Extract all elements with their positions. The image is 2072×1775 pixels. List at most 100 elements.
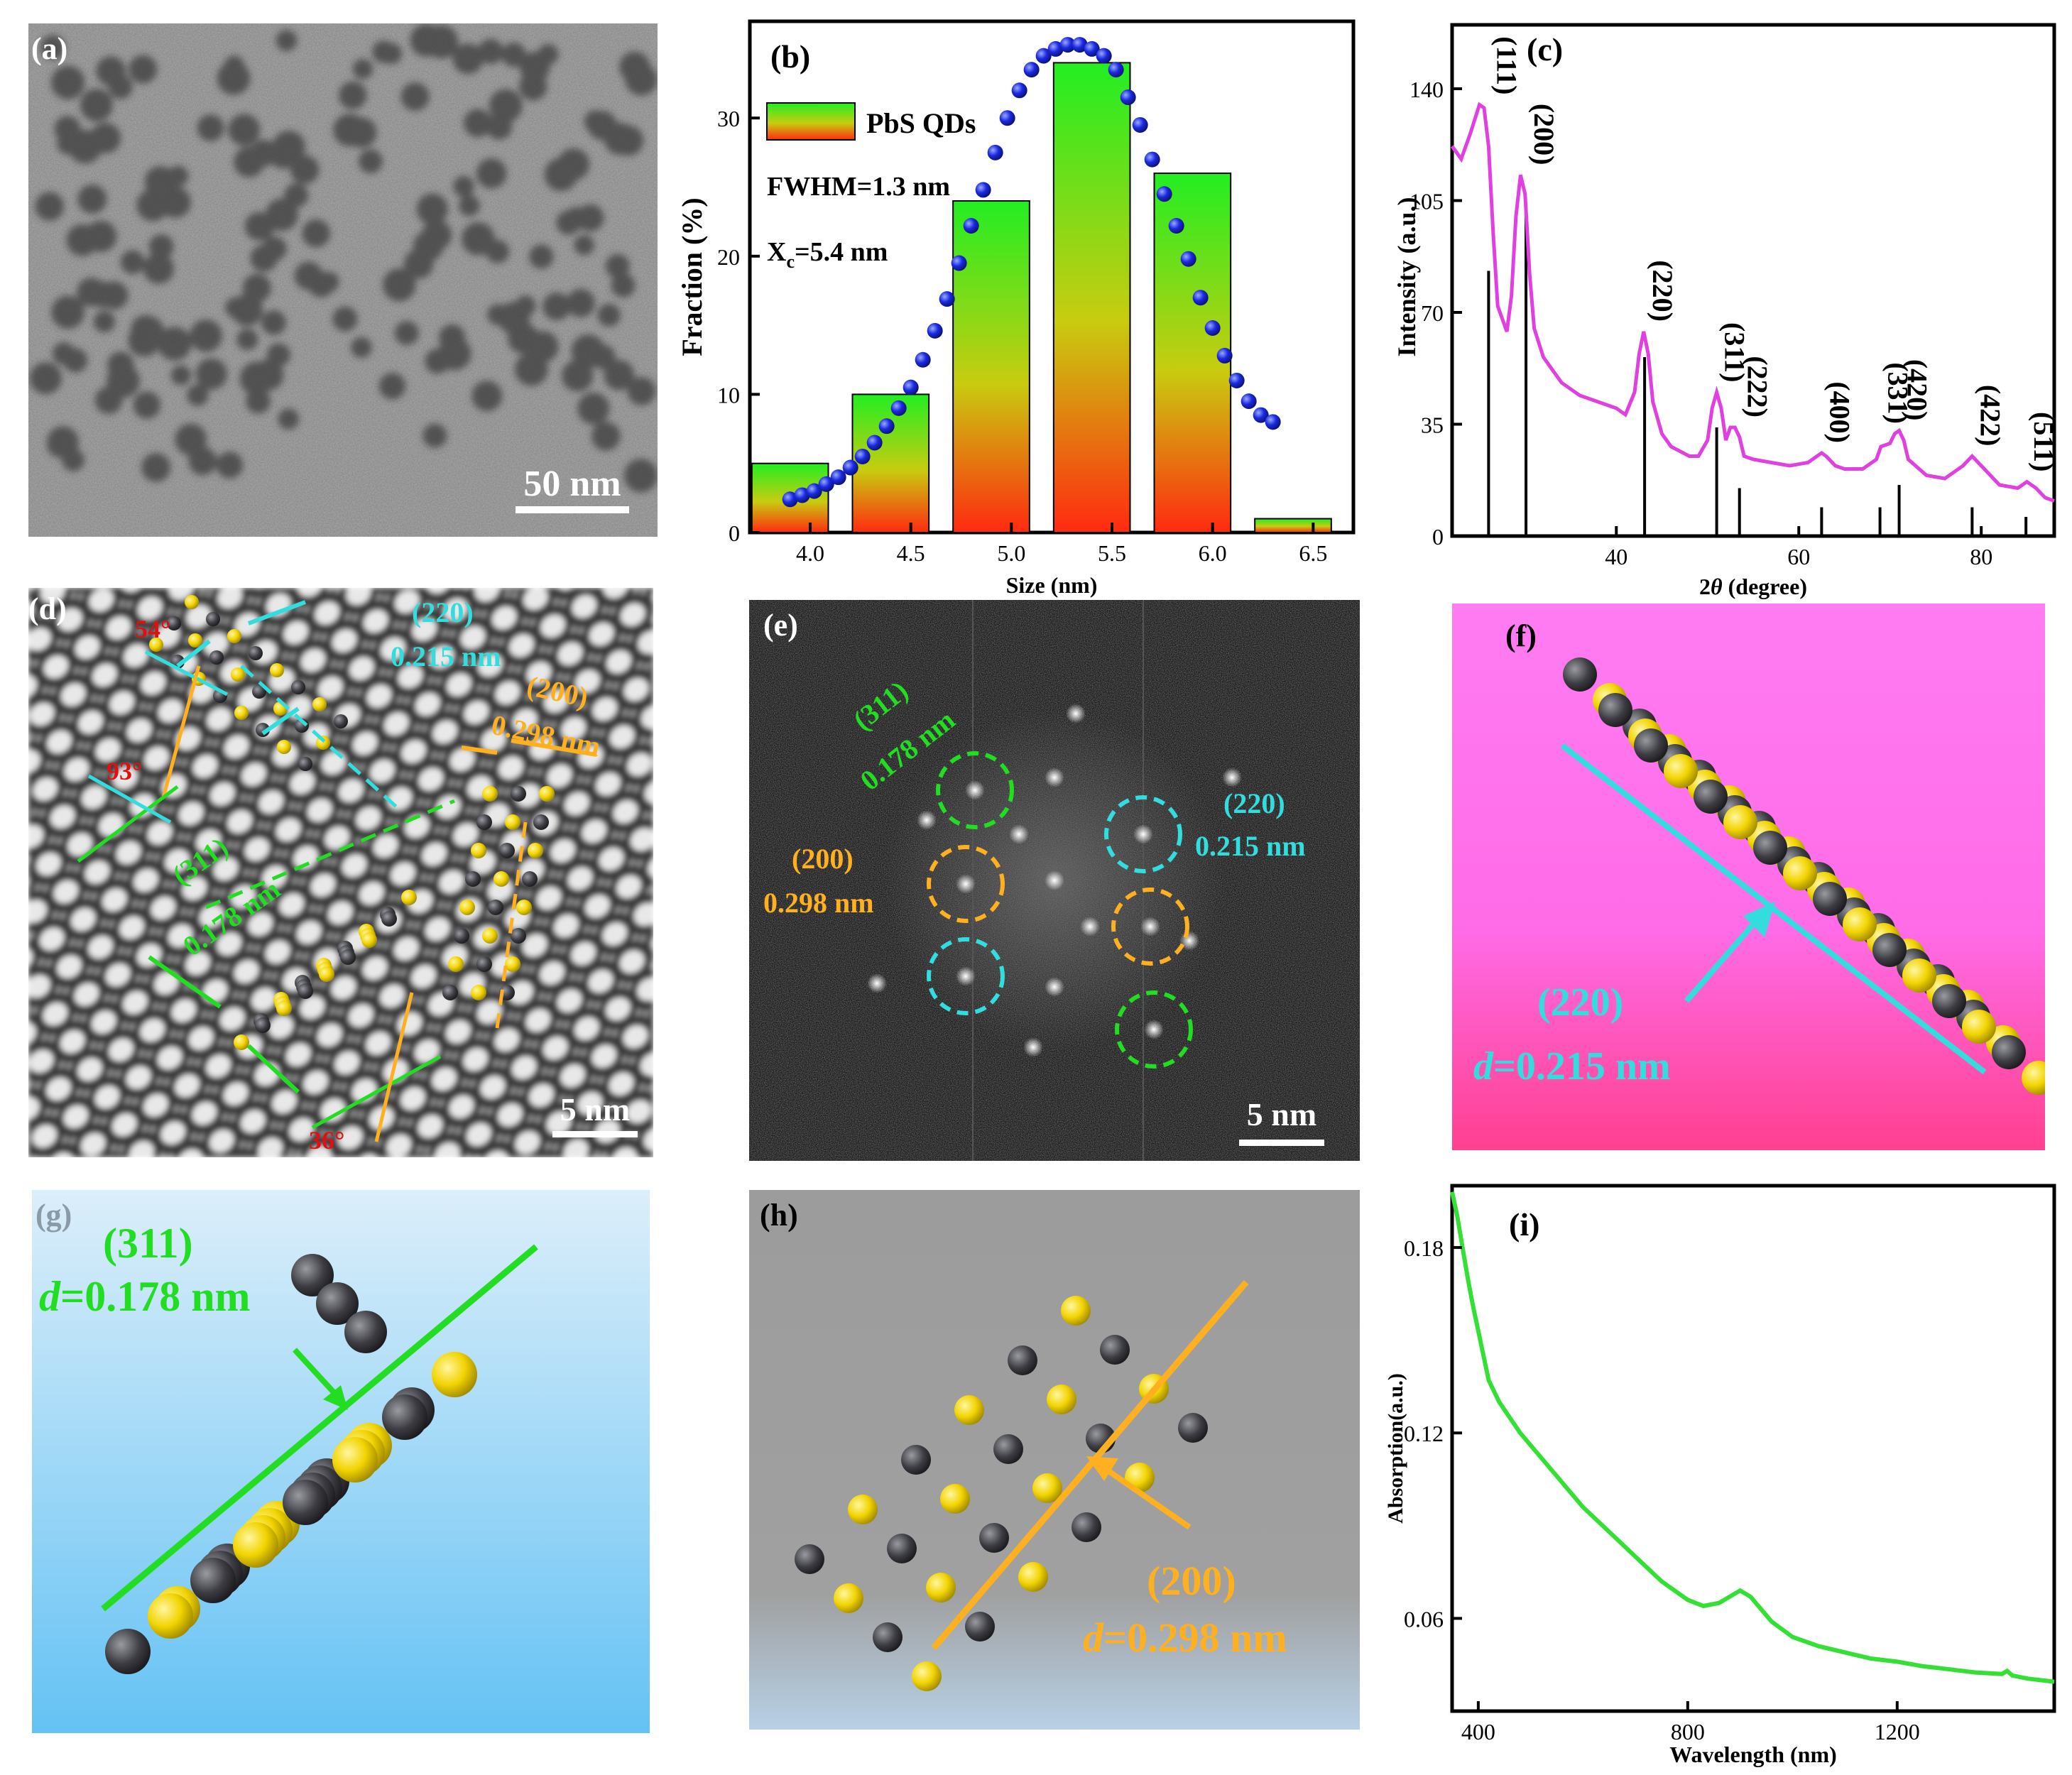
i-ytick-label-0: 0.06 — [1404, 1606, 1444, 1632]
d-angle-93: 93° — [107, 757, 142, 785]
panel-e-label: (e) — [763, 608, 798, 643]
scalebar-a-text: 50 nm — [523, 464, 621, 504]
b-xtick-label-4: 6.0 — [1199, 540, 1227, 566]
h-atom — [848, 1495, 878, 1524]
fit-point-12 — [927, 322, 943, 339]
c-ytick-label-4: 140 — [1409, 77, 1444, 102]
d3-atom — [276, 1000, 292, 1016]
fit-point-34 — [1192, 290, 1209, 306]
d2-atom — [442, 985, 458, 1000]
i-ytick-label-1: 0.12 — [1404, 1421, 1444, 1446]
h-atom — [926, 1573, 956, 1602]
c-ylabel: Intensity (a.u.) — [1392, 197, 1421, 356]
b-xtick-label-0: 4.0 — [796, 540, 824, 566]
fit-point-7 — [866, 435, 883, 451]
panel-e: (e) (311) 0.178 nm (200) 0.298 nm (220) … — [749, 600, 1360, 1161]
i-xlabel: Wavelength (nm) — [1669, 1742, 1837, 1767]
d-line-orange-1 — [161, 665, 201, 798]
fit-point-39 — [1253, 407, 1269, 423]
xc-annotation: Xc=5.4 nm — [767, 237, 888, 272]
d-line-cyan-2 — [240, 665, 399, 809]
h-atom — [1018, 1562, 1048, 1592]
c-xtick-label-2: 80 — [1970, 544, 1992, 569]
h-plane-line — [931, 1280, 1249, 1650]
histogram-bar-3 — [1052, 62, 1131, 534]
h-atom — [795, 1544, 824, 1574]
h-atom — [954, 1395, 984, 1425]
fwhm-annotation: FWHM=1.3 nm — [767, 172, 950, 202]
fft-spot-10 — [1045, 977, 1064, 997]
fft-spot-3 — [1133, 824, 1153, 844]
plot-frame-b — [748, 19, 1356, 535]
d1-atom — [277, 740, 291, 754]
i-xtick-label-2: 1200 — [1875, 1719, 1920, 1744]
fit-point-31 — [1156, 186, 1172, 202]
plot-frame-c — [1450, 23, 2056, 538]
ref-label-1: (200) — [1528, 104, 1560, 165]
g-arrowhead — [323, 1385, 348, 1410]
atom-rows-220 — [1563, 657, 2045, 1095]
g-atom — [432, 1352, 477, 1397]
d2-atom — [488, 900, 503, 915]
g-atom — [233, 1522, 278, 1568]
c-ytick-label-3: 105 — [1409, 189, 1444, 214]
histogram-bar-5 — [1254, 518, 1332, 533]
e-ring-311-b — [1115, 990, 1193, 1069]
b-ytick-label-2: 20 — [717, 244, 740, 270]
f-atom — [1694, 780, 1728, 814]
f-atom — [1992, 1035, 2026, 1069]
legend-text-b: PbS QDs — [866, 107, 976, 139]
h-atom — [834, 1583, 863, 1613]
e-200-hkl: (200) — [792, 843, 854, 875]
f-arrow — [1684, 917, 1760, 1003]
g-atom — [382, 1394, 427, 1440]
fit-point-0 — [782, 491, 798, 508]
g-atom — [344, 1311, 387, 1353]
d3-atom — [361, 932, 377, 948]
d2-atom — [454, 928, 469, 944]
fit-point-38 — [1241, 393, 1257, 410]
b-xtick-label-1: 4.5 — [897, 540, 925, 566]
f-arrowhead — [1743, 902, 1775, 937]
d1-atom — [334, 714, 348, 728]
f-atom — [1563, 657, 1597, 692]
ref-label-6: (331) — [1882, 362, 1914, 424]
fft-spot-1 — [956, 874, 976, 894]
fft-spot-6 — [1045, 870, 1064, 890]
c-xlabel: 2θ (degree) — [1699, 574, 1807, 599]
g-d: d=0.178 nm — [39, 1273, 251, 1320]
g-atom — [283, 1480, 328, 1525]
b-xtick-label-5: 6.5 — [1299, 540, 1327, 566]
fft-spot-8 — [1080, 917, 1100, 936]
e-200-d: 0.298 nm — [763, 887, 874, 919]
i-xtick-label-0: 400 — [1461, 1719, 1495, 1744]
h-atom — [940, 1484, 970, 1514]
g-plane-line — [101, 1244, 538, 1612]
e-ring-220-b — [1104, 795, 1182, 873]
f-atom — [1664, 754, 1698, 788]
g-atom — [291, 1254, 334, 1296]
panel-b: 0 10 20 30 4.0 4.5 5.0 5.5 6.0 6.5 (b) PbS QDs F… — [676, 19, 1356, 598]
scalebar-e — [1239, 1140, 1324, 1146]
fit-point-23 — [1059, 37, 1076, 53]
d1-atom — [234, 706, 249, 720]
d1-atom — [209, 650, 224, 665]
panel-a: (a) 50 nm — [28, 23, 658, 537]
absorption-curve — [1450, 1191, 2055, 1684]
scalebar-a — [516, 506, 629, 513]
ref-label-0: (111) — [1490, 36, 1522, 94]
fit-point-6 — [854, 448, 871, 464]
panel-h-label: (h) — [760, 1198, 798, 1233]
f-atom — [2022, 1061, 2045, 1095]
fft-spots — [867, 704, 1242, 1057]
d1-atom — [188, 633, 202, 648]
fit-point-8 — [878, 418, 895, 435]
h-atom — [1032, 1473, 1062, 1503]
e-220-d: 0.215 nm — [1195, 830, 1306, 862]
d1-atom — [185, 595, 199, 609]
g-atom — [316, 1282, 359, 1325]
histogram-bar-2 — [952, 200, 1030, 533]
e-ring-200-b — [1111, 888, 1189, 966]
d2-atom — [482, 786, 498, 802]
i-xtick-label-1: 800 — [1671, 1719, 1705, 1744]
